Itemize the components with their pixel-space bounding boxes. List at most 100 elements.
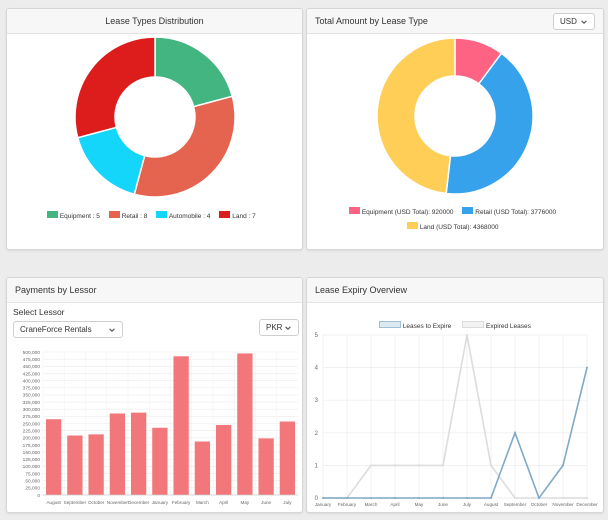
x-tick-label: August: [46, 500, 61, 505]
x-tick-label: January: [152, 500, 169, 505]
lease-types-donut-chart: [74, 36, 236, 198]
y-tick-label: 75,000: [25, 471, 40, 477]
legend-item-leases-to-expire[interactable]: Leases to Expire: [379, 321, 451, 330]
legend-label: Land : 7: [232, 213, 256, 220]
y-tick-label: 350,000: [23, 393, 41, 399]
lessor-value: CraneForce Rentals: [20, 325, 92, 334]
lease-expiry-title: Lease Expiry Overview: [307, 278, 603, 303]
legend-item-land[interactable]: Land : 7: [219, 211, 256, 220]
legend-swatch: [462, 321, 485, 328]
lessor-select[interactable]: CraneForce Rentals: [13, 321, 123, 338]
y-tick-label: 100,000: [23, 464, 41, 470]
total-amount-card: Total Amount by Lease Type USD Equipment…: [306, 8, 604, 250]
x-tick-label: April: [219, 500, 228, 505]
legend-swatch: [349, 207, 360, 214]
bar-september[interactable]: [67, 435, 83, 495]
point-expired-leases[interactable]: [418, 464, 420, 467]
legend-label: Equipment (USD Total): 920000: [361, 209, 454, 216]
point-expired-leases[interactable]: [466, 334, 468, 336]
legend-swatch: [47, 211, 58, 218]
legend-item-equipment[interactable]: Equipment : 5: [47, 211, 100, 220]
legend-item-retail[interactable]: Retail : 8: [108, 211, 147, 220]
point-leases-to-expire[interactable]: [418, 497, 420, 499]
y-tick-label: 450,000: [23, 364, 41, 370]
y-tick-label: 325,000: [23, 400, 41, 406]
point-expired-leases[interactable]: [586, 497, 588, 499]
series-line-leases-to-expire[interactable]: [323, 367, 588, 500]
point-leases-to-expire[interactable]: [466, 497, 468, 499]
total-amount-legend-row1: Equipment (USD Total): 920000 Retail (US…: [349, 207, 556, 216]
bar-may[interactable]: [237, 353, 253, 495]
slice-automobile[interactable]: [76, 126, 146, 196]
chevron-down-icon: [581, 20, 587, 24]
currency-select-usd[interactable]: USD: [553, 13, 595, 30]
y-tick-label: 175,000: [23, 443, 41, 449]
currency-select-pkr[interactable]: PKR: [259, 319, 299, 336]
point-expired-leases[interactable]: [394, 464, 396, 467]
bar-july[interactable]: [279, 421, 296, 495]
x-tick-label: February: [338, 502, 357, 507]
y-tick-label: 200,000: [23, 436, 41, 442]
x-tick-label: February: [172, 500, 191, 505]
y-tick-label: 150,000: [23, 450, 41, 456]
point-expired-leases[interactable]: [370, 464, 372, 467]
x-tick-label: May: [415, 502, 424, 507]
lease-types-card: Lease Types Distribution Equipment : 5 R…: [6, 8, 303, 250]
slice-land[interactable]: [74, 36, 156, 139]
bar-february[interactable]: [173, 356, 189, 495]
payments-title: Payments by Lessor: [7, 278, 302, 303]
bar-october[interactable]: [88, 434, 104, 495]
total-amount-legend-row2: Land (USD Total): 4368000: [407, 222, 498, 231]
slice-retail[interactable]: [133, 95, 236, 198]
point-leases-to-expire[interactable]: [370, 497, 372, 499]
legend-label: Retail (USD Total): 3776000: [475, 209, 557, 216]
point-leases-to-expire[interactable]: [346, 497, 348, 499]
point-expired-leases[interactable]: [442, 464, 444, 467]
legend-item-expired-leases[interactable]: Expired Leases: [462, 321, 531, 330]
bar-january[interactable]: [152, 427, 168, 495]
legend-item-equipment[interactable]: Equipment (USD Total): 920000: [349, 207, 453, 216]
point-expired-leases[interactable]: [514, 497, 516, 499]
bar-december[interactable]: [130, 412, 147, 495]
bar-april[interactable]: [215, 424, 232, 495]
legend-label: Automobile : 4: [168, 213, 211, 220]
point-leases-to-expire[interactable]: [586, 366, 588, 369]
bar-march[interactable]: [194, 441, 211, 495]
select-lessor-label: Select Lessor: [13, 307, 65, 317]
slice-retail[interactable]: [445, 52, 534, 195]
y-tick-label: 225,000: [23, 428, 41, 434]
legend-swatch: [219, 211, 231, 218]
point-leases-to-expire[interactable]: [490, 497, 492, 499]
legend-item-retail[interactable]: Retail (USD Total): 3776000: [462, 207, 556, 216]
y-tick-label: 25,000: [25, 486, 40, 492]
legend-item-automobile[interactable]: Automobile : 4: [156, 211, 210, 220]
y-tick-label: 400,000: [23, 378, 41, 384]
payments-card: Payments by Lessor Select Lessor CraneFo…: [6, 277, 303, 513]
point-leases-to-expire[interactable]: [562, 464, 564, 467]
legend-item-land[interactable]: Land (USD Total): 4368000: [407, 222, 498, 231]
lease-types-legend: Equipment : 5 Retail : 8 Automobile : 4 …: [47, 211, 256, 220]
series-line-expired-leases[interactable]: [323, 334, 587, 499]
legend-swatch: [156, 211, 168, 218]
point-leases-to-expire[interactable]: [322, 497, 324, 499]
bar-june[interactable]: [258, 438, 274, 495]
y-tick-label: 4: [315, 366, 319, 372]
lease-expiry-card: Lease Expiry Overview Leases to Expire E…: [306, 277, 604, 513]
y-tick-label: 2: [315, 431, 319, 437]
y-tick-label: 3: [315, 398, 319, 404]
slice-equipment[interactable]: [154, 36, 234, 108]
currency-value: USD: [560, 17, 577, 26]
legend-swatch: [407, 222, 418, 229]
point-leases-to-expire[interactable]: [538, 497, 540, 499]
bar-august[interactable]: [45, 419, 62, 495]
y-tick-label: 0: [37, 493, 40, 499]
slice-land[interactable]: [376, 37, 456, 195]
point-leases-to-expire[interactable]: [442, 497, 444, 499]
y-tick-label: 0: [315, 496, 319, 502]
point-leases-to-expire[interactable]: [394, 497, 396, 499]
bar-november[interactable]: [109, 413, 126, 495]
lease-expiry-line-chart: 0 1 2 3 4 5 January February March April May June Ju…: [315, 333, 598, 507]
point-expired-leases[interactable]: [562, 497, 564, 499]
point-leases-to-expire[interactable]: [514, 431, 516, 434]
point-expired-leases[interactable]: [490, 464, 492, 467]
